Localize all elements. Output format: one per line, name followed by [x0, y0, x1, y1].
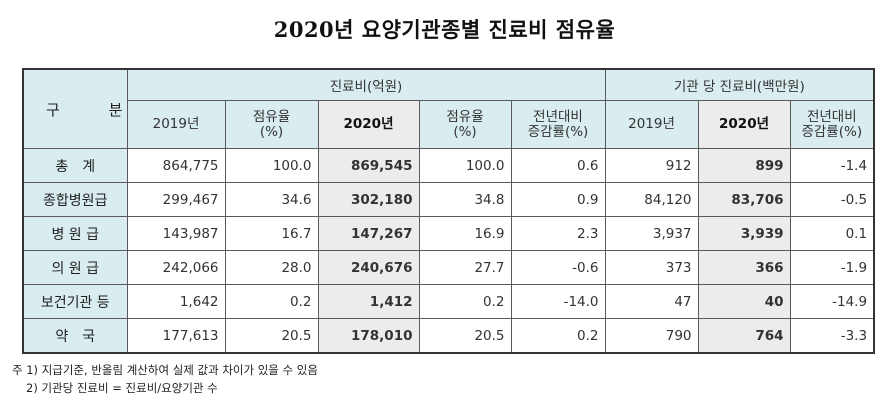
table-cell: 912: [604, 148, 699, 183]
table-cell: 40: [697, 284, 791, 319]
footnote-1: 주 1) 지급기준, 반올림 계산하여 실제 값과 차이가 있을 수 있음: [12, 363, 318, 377]
table-cell: 302,180: [317, 182, 420, 217]
table-cell: 869,545: [317, 148, 420, 183]
table-cell: 0.2: [418, 284, 512, 319]
table-cell: -1.9: [789, 250, 875, 285]
table-cell: 0.6: [510, 148, 606, 183]
table-row: 총 계 864,775 100.0 869,545 100.0 0.6 912 899 -1.4: [22, 148, 875, 183]
table-cell: 3,939: [697, 216, 791, 251]
table-cell: 0.2: [224, 284, 319, 319]
table-cell: 28.0: [224, 250, 319, 285]
table-cell: -1.4: [789, 148, 875, 183]
table-cell: -0.5: [789, 182, 875, 217]
table-cell: 373: [604, 250, 699, 285]
sub-header: 2019년: [604, 100, 699, 149]
table-cell: 899: [697, 148, 791, 183]
table-row: 의 원 급 242,066 28.0 240,676 27.7 -0.6 373 366 -1.…: [22, 250, 875, 285]
table-cell: 34.8: [418, 182, 512, 217]
sub-header: 2019년: [126, 100, 226, 149]
table-cell: 47: [604, 284, 699, 319]
table-cell: 100.0: [224, 148, 319, 183]
table-cell: 143,987: [126, 216, 226, 251]
row-label: 종합병원급: [22, 182, 128, 217]
table-cell: -14.9: [789, 284, 875, 319]
table-cell: 16.9: [418, 216, 512, 251]
table-cell: 242,066: [126, 250, 226, 285]
table-cell: 178,010: [317, 318, 420, 354]
table-cell: 0.1: [789, 216, 875, 251]
sub-header: 점유율 (%): [418, 100, 512, 149]
table-cell: 864,775: [126, 148, 226, 183]
table-cell: 2.3: [510, 216, 606, 251]
sub-header: 2020년: [317, 100, 420, 149]
table-row: 병 원 급 143,987 16.7 147,267 16.9 2.3 3,937 3,939…: [22, 216, 875, 251]
table-cell: 34.6: [224, 182, 319, 217]
table-cell: 84,120: [604, 182, 699, 217]
corner-header: 구 분: [22, 68, 128, 149]
medical-cost-table: 구 분 진료비(억원) 기관 당 진료비(백만원) 2019년 점유율(%) 2…: [22, 68, 876, 354]
table-cell: 299,467: [126, 182, 226, 217]
table-cell: 100.0: [418, 148, 512, 183]
table-cell: 790: [604, 318, 699, 354]
sub-header: 2020년: [697, 100, 791, 149]
footnote-2: 2) 기관당 진료비 = 진료비/요양기관 수: [26, 381, 218, 395]
table-cell: 20.5: [418, 318, 512, 354]
table-cell: 20.5: [224, 318, 319, 354]
header-row-sub: 2019년 점유율 (%) 2020년 점유율 (%) 전년대비 증감률(%) 201…: [23, 100, 875, 149]
sub-header: 전년대비 증감률(%): [510, 100, 606, 149]
table-row: 약 국 177,613 20.5 178,010 20.5 0.2 790 764 -3.3: [22, 318, 875, 354]
table-cell: 177,613: [126, 318, 226, 354]
table-cell: 1,412: [317, 284, 420, 319]
page-title: 2020년 요양기관종별 진료비 점유율: [273, 17, 616, 42]
table-cell: 764: [697, 318, 791, 354]
row-label: 총 계: [22, 148, 128, 183]
sub-header: 전년대비 증감률(%): [789, 100, 875, 149]
table-cell: 240,676: [317, 250, 420, 285]
group-header-cost: 진료비(억원): [126, 68, 606, 101]
table-body: 총 계 864,775 100.0 869,545 100.0 0.6 912 899 -1.4…: [22, 148, 875, 354]
row-label: 병 원 급: [22, 216, 128, 251]
table-cell: 3,937: [604, 216, 699, 251]
table-cell: 0.2: [510, 318, 606, 354]
table-cell: 147,267: [317, 216, 420, 251]
table-cell: -3.3: [789, 318, 875, 354]
table-cell: 27.7: [418, 250, 512, 285]
header-row-group: 구 분 진료비(억원) 기관 당 진료비(백만원): [22, 68, 875, 149]
table-row: 보건기관 등 1,642 0.2 1,412 0.2 -14.0 47 40 -14.9: [22, 284, 875, 319]
table-cell: 0.9: [510, 182, 606, 217]
row-label: 의 원 급: [22, 250, 128, 285]
sub-header: 점유율 (%): [224, 100, 319, 149]
table-cell: -0.6: [510, 250, 606, 285]
table-cell: 1,642: [126, 284, 226, 319]
table-row: 종합병원급 299,467 34.6 302,180 34.8 0.9 84,120 83,7…: [22, 182, 875, 217]
table-cell: 366: [697, 250, 791, 285]
group-header-per-institution: 기관 당 진료비(백만원): [604, 68, 875, 101]
row-label: 약 국: [22, 318, 128, 354]
table-cell: -14.0: [510, 284, 606, 319]
table-cell: 83,706: [697, 182, 791, 217]
row-label: 보건기관 등: [22, 284, 128, 319]
table-cell: 16.7: [224, 216, 319, 251]
